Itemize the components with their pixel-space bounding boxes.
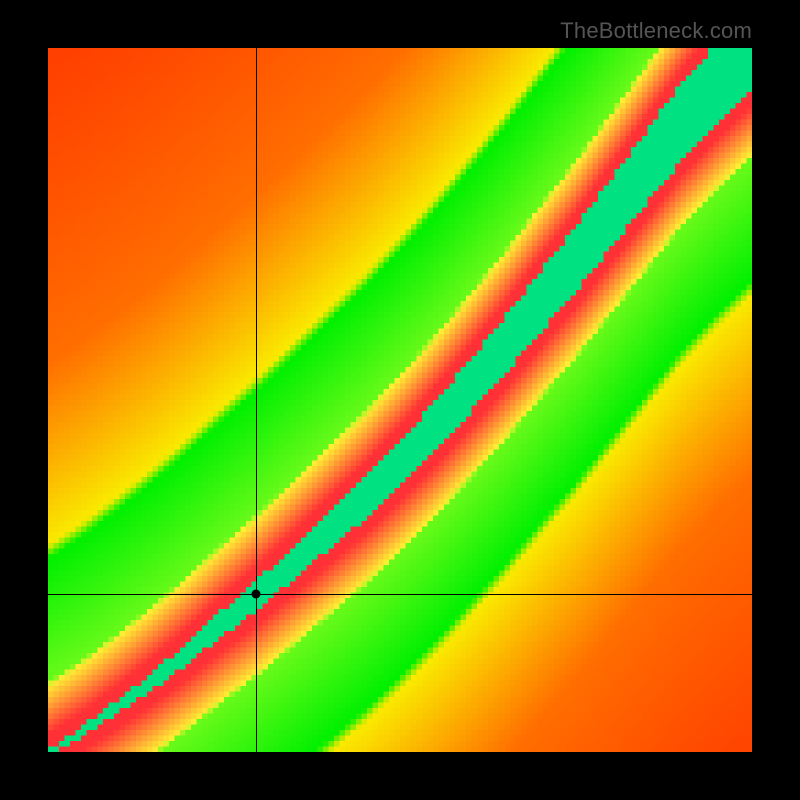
plot-area: [48, 48, 752, 752]
crosshair-marker: [251, 589, 260, 598]
heatmap-canvas: [48, 48, 752, 752]
watermark-text: TheBottleneck.com: [560, 18, 752, 44]
crosshair-vertical: [256, 48, 257, 752]
crosshair-horizontal: [48, 594, 752, 595]
chart-frame: TheBottleneck.com: [0, 0, 800, 800]
